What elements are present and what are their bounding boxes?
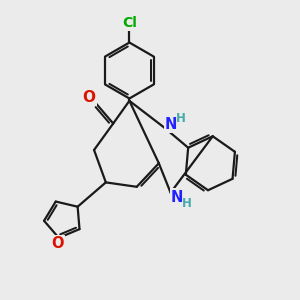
Text: N: N (165, 117, 177, 132)
Text: H: H (182, 197, 192, 210)
Text: Cl: Cl (122, 16, 137, 29)
Text: O: O (51, 236, 64, 251)
Text: H: H (176, 112, 186, 125)
Text: O: O (82, 90, 95, 105)
Text: N: N (171, 190, 183, 205)
